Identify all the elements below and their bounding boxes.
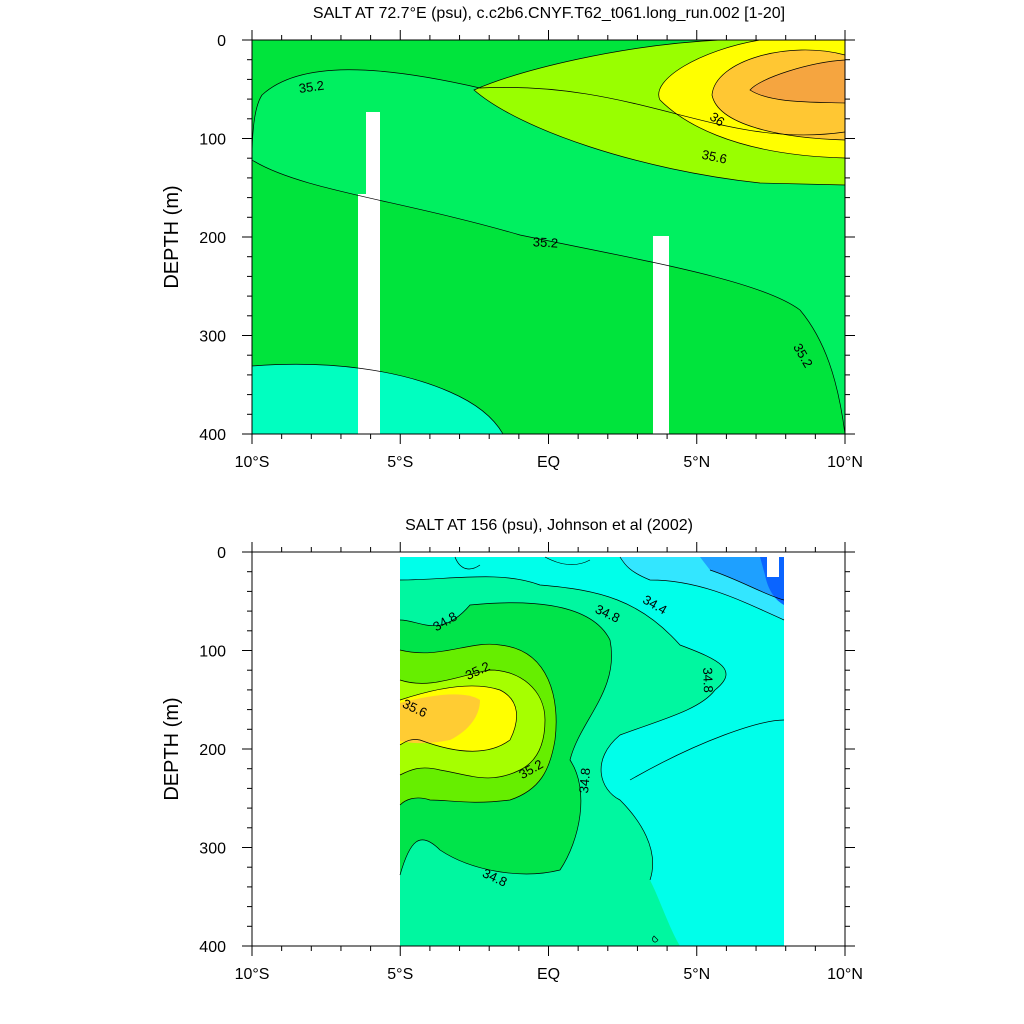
top-isoline-35-2-lower [251, 159, 846, 435]
bottom-x-tick-label: 10°N [827, 966, 863, 983]
top-panel: SALT AT 72.7°E (psu), c.c2b6.CNYF.T62_t0… [161, 5, 863, 471]
bottom-x-tick-label: 5°S [387, 966, 413, 983]
bottom-x-tick-label: 10°S [235, 966, 270, 983]
top-isoline-35-2-upper [251, 69, 846, 161]
top-y-tick-label: 100 [199, 132, 226, 149]
bottom-contour-lines [399, 556, 785, 943]
bot-isoline-small-loop [652, 935, 659, 943]
bottom-x-tick-label: EQ [537, 966, 560, 983]
top-x-tick-label: 10°S [235, 454, 270, 471]
bot-fill-35-8 [400, 694, 480, 744]
bot-isoline-34-4 [619, 556, 785, 621]
bottom-contour-label: 34.8 [700, 667, 716, 693]
top-x-tick-label: 5°N [683, 454, 710, 471]
top-x-ticks: 10°S 5°S EQ 5°N 10°N [235, 30, 863, 471]
bottom-y-tick-label: 100 [199, 644, 226, 661]
bot-isoline-34-6-pocket [629, 719, 785, 781]
bottom-y-ticks: 0 100 200 300 400 [199, 545, 855, 956]
top-mask-bar-1 [358, 194, 380, 434]
top-x-tick-label: 10°N [827, 454, 863, 471]
bottom-y-tick-label: 200 [199, 742, 226, 759]
bot-isoline-35-4 [399, 685, 517, 752]
bottom-chart-title: SALT AT 156 (psu), Johnson et al (2002) [405, 517, 693, 534]
bot-isoline-34-6-top [454, 556, 591, 570]
bot-isoline-35-0 [399, 643, 557, 806]
top-y-tick-label: 300 [199, 329, 226, 346]
top-x-tick-label: EQ [537, 454, 560, 471]
top-contour-fill [252, 40, 845, 434]
bottom-y-axis-label: DEPTH (m) [161, 697, 183, 800]
top-y-axis-label: DEPTH (m) [161, 185, 183, 288]
top-y-ticks: 0 100 200 300 400 [199, 33, 855, 444]
top-contour-label: 35.6 [700, 147, 728, 167]
bot-isoline-34-2 [709, 569, 785, 601]
bottom-contour-label: 34.8 [576, 767, 593, 794]
bottom-contour-fill [400, 557, 784, 946]
top-isoline-35-4 [473, 39, 846, 186]
bot-fill-34-6-pocket [630, 720, 784, 946]
top-x-tick-label: 5°S [387, 454, 413, 471]
top-y-tick-label: 0 [217, 33, 226, 50]
bottom-y-tick-label: 0 [217, 545, 226, 562]
bot-mask-notch [767, 557, 779, 577]
top-isoline-35-6 [658, 39, 846, 159]
top-contour-label: 35.2 [532, 234, 558, 250]
top-fill-36-2 [750, 60, 845, 103]
top-isoline-36-0 [711, 49, 846, 141]
top-y-tick-label: 200 [199, 230, 226, 247]
top-contour-label: 35.2 [298, 78, 325, 96]
top-isoline-35-0 [251, 363, 504, 435]
bot-isoline-34-6-upper [399, 576, 727, 881]
bottom-x-tick-label: 5°N [683, 966, 710, 983]
bottom-y-tick-label: 400 [199, 939, 226, 956]
top-contour-lines [251, 39, 846, 435]
bottom-x-ticks: 10°S 5°S EQ 5°N 10°N [235, 542, 863, 983]
top-mask-bar-2 [366, 112, 380, 196]
bot-isoline-35-2 [399, 669, 546, 779]
bottom-y-tick-label: 300 [199, 841, 226, 858]
bottom-panel: SALT AT 156 (psu), Johnson et al (2002) [161, 517, 863, 983]
top-isoline-36-2 [749, 59, 846, 104]
top-chart-title: SALT AT 72.7°E (psu), c.c2b6.CNYF.T62_t0… [313, 5, 785, 22]
top-mask-bar-3 [653, 236, 669, 434]
top-contour-label: 36 [707, 109, 727, 130]
top-fill-35-0-lower [252, 160, 845, 434]
bot-isoline-34-8 [399, 602, 612, 876]
top-y-tick-label: 400 [199, 427, 226, 444]
